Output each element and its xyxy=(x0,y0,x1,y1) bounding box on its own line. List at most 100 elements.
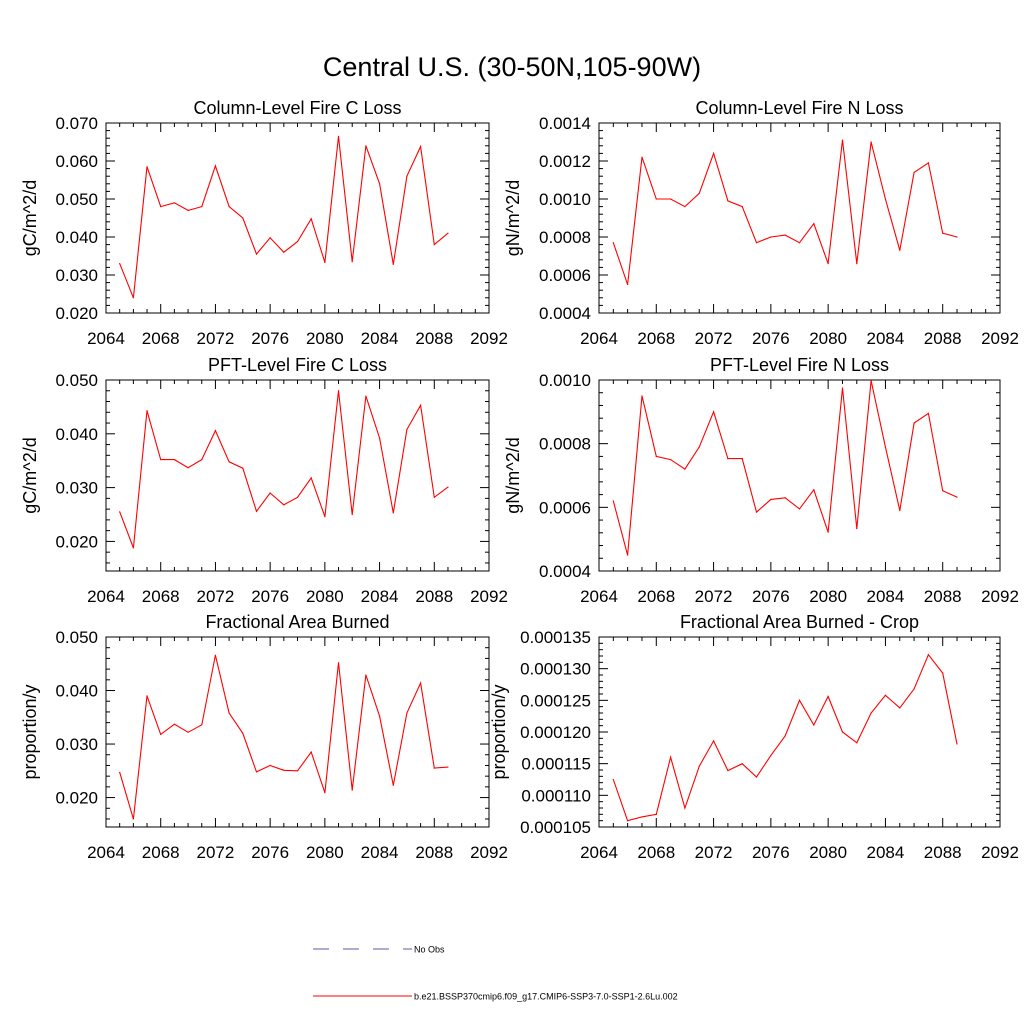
data-point xyxy=(187,467,189,469)
data-point xyxy=(392,784,394,786)
x-tick-label: 2080 xyxy=(809,587,847,606)
data-point xyxy=(612,500,614,502)
data-point xyxy=(712,152,715,154)
y-tick-label: 0.000120 xyxy=(520,723,591,742)
x-tick-label: 2076 xyxy=(752,843,790,862)
x-tick-label: 2092 xyxy=(981,587,1019,606)
x-tick-label: 2092 xyxy=(470,843,508,862)
data-point xyxy=(119,771,121,774)
x-tick-label: 2088 xyxy=(924,329,962,348)
data-point xyxy=(433,767,435,769)
data-point xyxy=(146,695,148,697)
x-tick-label: 2092 xyxy=(470,329,508,348)
data-point xyxy=(698,192,700,194)
data-point xyxy=(841,139,844,141)
figure-title: Central U.S. (30-50N,105-90W) xyxy=(323,52,701,82)
data-point xyxy=(228,206,230,208)
data-point xyxy=(296,496,299,498)
x-tick-label: 2084 xyxy=(361,329,399,348)
data-point xyxy=(727,770,729,772)
data-point xyxy=(684,468,686,470)
data-point xyxy=(160,733,162,736)
data-point xyxy=(324,261,326,264)
x-tick-label: 2068 xyxy=(142,329,180,348)
data-point xyxy=(755,776,758,778)
x-tick-label: 2064 xyxy=(580,329,618,348)
x-tick-label: 2072 xyxy=(695,587,733,606)
data-point xyxy=(884,694,887,696)
data-point xyxy=(670,756,672,758)
y-tick-label: 0.020 xyxy=(55,532,98,551)
y-tick-label: 0.0004 xyxy=(539,304,591,323)
y-tick-label: 0.050 xyxy=(55,190,98,209)
data-point xyxy=(627,554,629,556)
data-point xyxy=(310,218,312,220)
data-point xyxy=(727,458,729,460)
x-tick-label: 2088 xyxy=(415,843,453,862)
data-point xyxy=(698,765,700,767)
data-point xyxy=(337,662,340,664)
data-point xyxy=(942,490,944,492)
y-tick-label: 0.000135 xyxy=(520,628,591,647)
data-point xyxy=(655,813,657,815)
data-point xyxy=(201,724,203,726)
data-point xyxy=(119,511,121,513)
x-tick-label: 2068 xyxy=(637,587,675,606)
data-point xyxy=(146,410,148,412)
data-point xyxy=(283,504,285,506)
x-tick-label: 2076 xyxy=(752,329,790,348)
plot-frame xyxy=(105,122,490,314)
data-point xyxy=(228,712,230,714)
chart-panel-5: Fractional Area Burned 2064 2068 2072 2076 20… xyxy=(20,612,508,862)
chart-panel-4: PFT-Level Fire N Loss 2064 2068 2072 2076 208… xyxy=(503,355,1019,606)
data-point xyxy=(337,135,340,137)
data-point xyxy=(784,735,786,737)
x-tick-label: 2076 xyxy=(251,329,289,348)
data-point xyxy=(420,145,422,148)
y-tick-label: 0.0008 xyxy=(539,435,591,454)
data-point xyxy=(684,206,686,208)
y-tick-label: 0.050 xyxy=(55,371,98,390)
x-tick-label: 2076 xyxy=(251,587,289,606)
data-point xyxy=(913,422,915,424)
x-tick-label: 2076 xyxy=(251,843,289,862)
y-tick-label: 0.0006 xyxy=(539,498,591,517)
data-point xyxy=(841,731,844,733)
y-tick-label: 0.000130 xyxy=(520,660,591,679)
data-point xyxy=(242,732,244,734)
y-tick-label: 0.060 xyxy=(55,152,98,171)
y-axis-label: proportion/y xyxy=(489,684,509,779)
x-tick-label: 2084 xyxy=(361,843,399,862)
data-point xyxy=(269,764,271,767)
data-point xyxy=(365,674,367,676)
data-point xyxy=(884,446,887,448)
x-tick-label: 2080 xyxy=(306,587,344,606)
data-point xyxy=(420,682,422,684)
y-axis-label: gN/m^2/d xyxy=(503,437,523,513)
x-tick-label: 2072 xyxy=(695,329,733,348)
data-point xyxy=(856,742,858,744)
x-tick-label: 2084 xyxy=(867,587,905,606)
data-point xyxy=(378,715,381,717)
data-point xyxy=(406,428,408,431)
data-point xyxy=(228,461,230,463)
data-point xyxy=(201,459,203,461)
data-point xyxy=(813,489,815,491)
data-point xyxy=(255,510,258,512)
x-tick-label: 2080 xyxy=(809,329,847,348)
series-line xyxy=(612,380,958,556)
x-tick-label: 2088 xyxy=(415,329,453,348)
x-tick-label: 2092 xyxy=(981,843,1019,862)
data-point xyxy=(242,217,244,219)
data-point xyxy=(132,818,134,820)
data-point xyxy=(612,242,614,244)
x-tick-label: 2084 xyxy=(867,843,905,862)
data-point xyxy=(856,528,858,530)
data-point xyxy=(798,242,801,244)
data-point xyxy=(420,404,422,406)
y-tick-label: 0.0012 xyxy=(539,152,591,171)
data-point xyxy=(913,171,915,173)
data-point xyxy=(798,508,801,510)
data-point xyxy=(670,458,672,461)
data-point xyxy=(378,437,381,439)
